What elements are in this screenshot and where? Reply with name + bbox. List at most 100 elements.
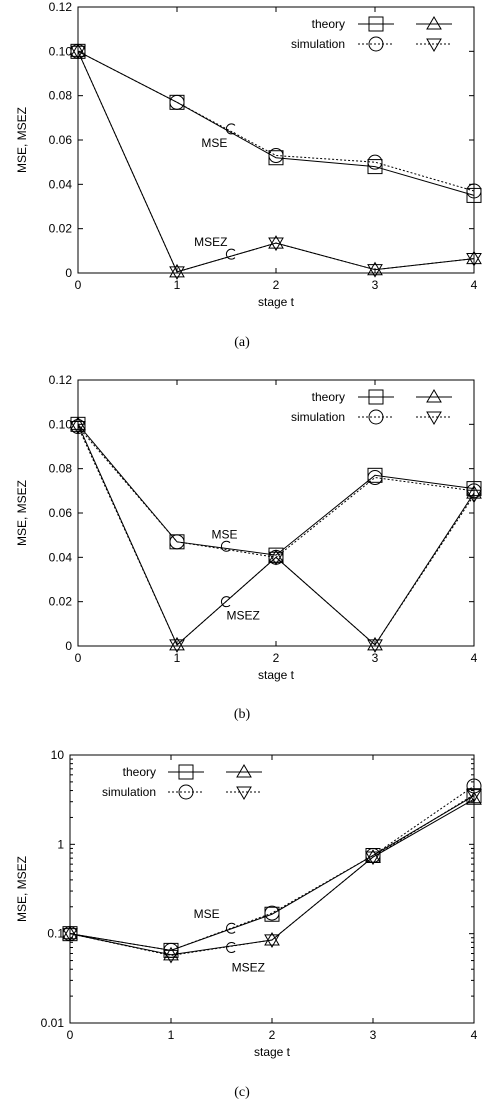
panel-caption: (c) — [234, 1085, 250, 1100]
x-tick-label: 3 — [372, 651, 379, 665]
data-point-msez-simulation — [466, 489, 482, 504]
x-tick-label: 0 — [75, 278, 82, 292]
data-point-msez-theory — [367, 261, 383, 276]
legend-marker — [426, 16, 442, 30]
x-axis-label: stage t — [254, 1045, 291, 1059]
data-point-msez-simulation — [62, 928, 78, 942]
y-tick-label: 0.04 — [49, 550, 73, 564]
x-tick-label: 4 — [471, 1028, 478, 1042]
data-point-msez-simulation — [268, 551, 284, 566]
legend-marker — [178, 764, 194, 780]
data-point-mse-simulation — [466, 183, 482, 199]
x-tick-label: 3 — [372, 278, 379, 292]
data-point-msez-theory — [367, 636, 383, 651]
legend-marker — [368, 36, 384, 52]
x-tick-label: 3 — [370, 1028, 377, 1042]
legend-marker — [426, 38, 442, 52]
x-tick-label: 1 — [174, 651, 181, 665]
legend-label-simulation: simulation — [102, 785, 156, 799]
x-tick-label: 0 — [67, 1028, 74, 1042]
x-tick-label: 2 — [269, 1028, 276, 1042]
series-line-msez-theory — [77, 424, 475, 646]
y-tick-label: 0.1 — [47, 927, 64, 941]
data-point-msez-theory — [62, 925, 78, 940]
annotation-label: MSE — [211, 527, 237, 541]
plot-frame — [77, 379, 475, 647]
annotation-label: MSEZ — [232, 961, 265, 975]
data-point-msez-simulation — [367, 264, 383, 278]
x-axis-label: stage t — [258, 295, 295, 309]
legend-label-theory: theory — [123, 765, 156, 779]
panel-caption: (b) — [234, 707, 251, 722]
y-tick-label: 0.02 — [49, 222, 73, 236]
data-point-mse-theory — [466, 187, 482, 203]
y-tick-label: 0.12 — [49, 373, 73, 387]
y-axis-label: MSE, MSEZ — [15, 107, 29, 173]
data-point-mse-simulation — [264, 905, 280, 921]
data-point-msez-theory — [70, 43, 86, 57]
legend-marker — [426, 411, 442, 425]
data-point-mse-simulation — [268, 148, 284, 164]
data-point-msez-simulation — [70, 421, 86, 435]
data-point-mse-theory — [367, 159, 383, 175]
y-tick-label: 1 — [57, 837, 64, 851]
legend: theory simulation — [291, 16, 452, 52]
y-tick-label: 0.10 — [49, 44, 73, 58]
data-point-msez-simulation — [466, 789, 482, 803]
data-point-mse-simulation — [367, 470, 383, 486]
series-line-mse-simulation — [77, 50, 475, 192]
data-point-msez-theory — [365, 849, 381, 863]
y-tick-label: 0 — [65, 639, 72, 653]
series-line-mse-theory — [77, 50, 475, 196]
data-point-msez-theory — [264, 931, 280, 946]
data-point-msez-theory — [169, 636, 185, 651]
data-point-msez-theory — [70, 416, 86, 430]
x-tick-label: 1 — [168, 1028, 175, 1042]
x-tick-label: 2 — [273, 278, 280, 292]
y-tick-label: 0.08 — [49, 462, 73, 476]
data-point-msez-simulation — [163, 949, 179, 964]
x-tick-label: 4 — [471, 651, 478, 665]
data-point-mse-simulation — [367, 154, 383, 170]
data-point-msez-simulation — [365, 851, 381, 866]
chart-panel-a: 0 1 2 3 4 0 0.02 0.04 0.06 0.08 0.10 0.12 stage t MSE… — [15, 0, 482, 350]
data-point-msez-theory — [268, 549, 284, 563]
data-point-msez-simulation — [367, 639, 383, 653]
series-line-msez-theory — [77, 51, 475, 273]
legend-marker — [178, 784, 194, 800]
annotation-label: MSE — [201, 136, 227, 150]
data-point-msez-simulation — [466, 253, 482, 267]
annotation-label: MSE — [194, 907, 220, 921]
y-tick-label: 0.02 — [49, 595, 73, 609]
legend: theory simulation — [102, 764, 262, 800]
chart-panel-c: 0 1 2 3 4 0.01 0.1 1 10 stage t MSE, MSEZ MSE MSEZ th… — [15, 748, 482, 1100]
y-tick-label: 0.04 — [49, 177, 73, 191]
data-point-msez-theory — [466, 485, 482, 499]
legend-marker — [236, 764, 252, 778]
series-line-msez-theory — [69, 798, 475, 956]
legend-label-simulation: simulation — [291, 410, 345, 424]
series-line-mse-theory — [69, 795, 475, 951]
data-point-msez-simulation — [169, 266, 185, 280]
data-point-mse-simulation — [169, 534, 185, 550]
series-line-msez-simulation — [77, 426, 475, 646]
annotation-label: MSEZ — [194, 235, 227, 249]
plot-frame — [77, 6, 475, 274]
series-line-msez-simulation — [77, 51, 475, 273]
legend-label-simulation: simulation — [291, 37, 345, 51]
y-axis-label: MSE, MSEZ — [15, 856, 29, 922]
y-tick-label: 0.06 — [49, 133, 73, 147]
annotation-pointer — [221, 596, 231, 608]
data-point-msez-theory — [466, 791, 482, 805]
annotation-label: MSEZ — [227, 609, 260, 623]
data-point-msez-theory — [466, 250, 482, 265]
data-point-msez-simulation — [264, 934, 280, 948]
data-point-msez-simulation — [70, 45, 86, 60]
y-tick-label: 0.08 — [49, 89, 73, 103]
legend-marker — [426, 389, 442, 403]
y-tick-label: 0.10 — [49, 417, 73, 431]
legend: theory simulation — [291, 389, 452, 425]
series-line-msez-simulation — [69, 794, 475, 956]
data-point-msez-simulation — [169, 639, 185, 653]
data-point-mse-simulation — [169, 94, 185, 110]
